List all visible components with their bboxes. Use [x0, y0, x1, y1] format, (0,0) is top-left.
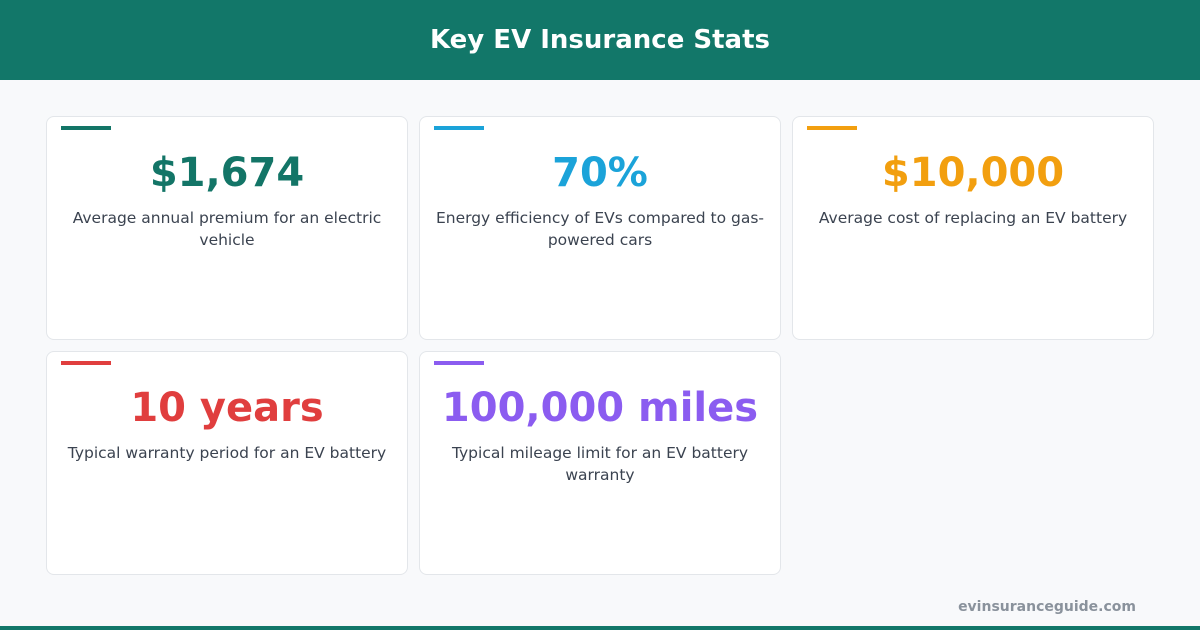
source: evinsuranceguide.com — [958, 599, 1136, 615]
stat-card: $10,000 Average cost of replacing an EV b… — [792, 116, 1154, 340]
header: Key EV Insurance Stats — [0, 0, 1200, 80]
card-grid: $1,674 Average annual premium for an elec… — [46, 116, 1154, 575]
stat-value: 100,000 miles — [441, 385, 759, 431]
stat-value: $1,674 — [149, 150, 305, 196]
stat-description: Average cost of replacing an EV battery — [818, 209, 1128, 227]
stat-card: 100,000 miles Typical mileage limit for a… — [419, 351, 781, 575]
accent-bar — [61, 361, 111, 365]
stat-card: $1,674 Average annual premium for an elec… — [46, 116, 408, 340]
stat-description: Energy efficiency of EVs compared to gas… — [435, 209, 765, 249]
stat-value: 70% — [552, 150, 648, 196]
stat-description: Typical warranty period for an EV batter… — [67, 444, 387, 462]
stat-card: 10 years Typical warranty period for an E… — [46, 351, 408, 575]
bottom-rule — [0, 626, 1200, 630]
accent-bar — [61, 126, 111, 130]
stat-value: $10,000 — [881, 150, 1065, 196]
stat-description: Average annual premium for an electric v… — [72, 209, 382, 249]
stat-description: Typical mileage limit for an EV battery … — [451, 444, 749, 484]
accent-bar — [434, 361, 484, 365]
accent-bar — [434, 126, 484, 130]
accent-bar — [807, 126, 857, 130]
stat-value: 10 years — [130, 385, 324, 431]
stat-card: 70% Energy efficiency of EVs compared to … — [419, 116, 781, 340]
